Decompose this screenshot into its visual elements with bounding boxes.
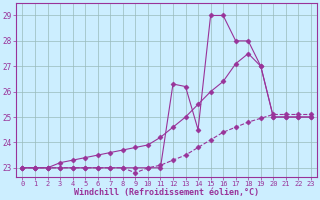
X-axis label: Windchill (Refroidissement éolien,°C): Windchill (Refroidissement éolien,°C) <box>74 188 259 197</box>
